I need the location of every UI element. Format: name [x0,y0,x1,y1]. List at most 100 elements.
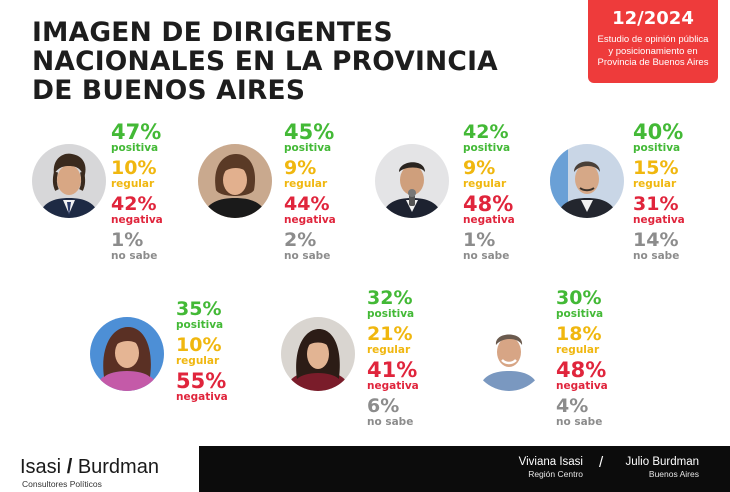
author-credit: Viviana Isasi Región Centro [501,455,583,480]
no-sabe-value: 6% [367,395,400,417]
regular-label: regular [111,178,155,190]
stat-regular: 21% regular [367,324,477,356]
politician-portrait [32,144,106,218]
stat-regular: 9% regular [463,158,573,190]
author-credit: Julio Burdman Buenos Aires [611,455,699,480]
regular-label: regular [367,344,411,356]
positiva-value: 42% [463,121,509,143]
stat-regular: 10% regular [111,158,221,190]
regular-value: 9% [284,157,317,179]
positiva-label: positiva [463,142,511,154]
title-line: NACIONALES EN LA PROVINCIA [32,46,498,77]
negativa-value: 48% [463,192,514,216]
negativa-value: 42% [111,193,157,215]
negativa-label: negativa [633,214,685,226]
positiva-label: positiva [633,142,681,154]
author-region: Región Centro [528,469,583,479]
logo-name-right: Burdman [77,456,159,478]
stat-no-sabe: 4% no sabe [556,396,666,428]
page-title: IMAGEN DE DIRIGENTES NACIONALES EN LA PR… [32,18,572,105]
politician-stats: 40% positiva 15% regular 31% negativa 14% no… [633,122,730,266]
politician-portrait [90,317,164,391]
no-sabe-value: 14% [633,229,679,251]
negativa-value: 44% [284,193,330,215]
stat-positiva: 32% positiva [367,288,477,320]
stat-regular: 15% regular [633,158,730,190]
regular-value: 9% [463,157,496,179]
negativa-value: 55% [176,369,227,393]
stat-negativa: 48% negativa [556,358,666,393]
no-sabe-value: 1% [111,229,144,251]
stat-no-sabe: 2% no sabe [284,230,394,262]
logo-wordmark: Isasi / Burdman [20,456,159,478]
stat-no-sabe: 1% no sabe [463,230,573,262]
stat-negativa: 41% negativa [367,358,477,393]
politician-stats: 42% positiva 9% regular 48% negativa 1% no s… [463,122,573,266]
negativa-label: negativa [367,380,419,392]
stat-no-sabe: 1% no sabe [111,230,221,262]
stat-no-sabe: 6% no sabe [367,396,477,428]
stat-positiva: 47% positiva [111,120,221,155]
regular-value: 15% [633,157,679,179]
no-sabe-label: no sabe [111,250,158,262]
regular-label: regular [633,178,677,190]
negativa-label: negativa [111,214,163,226]
regular-value: 10% [176,334,222,356]
title-line: DE BUENOS AIRES [32,75,306,106]
footer: Isasi / Burdman Consultores Políticos Vi… [0,446,730,492]
politician-stats: 32% positiva 21% regular 41% negativa 6% no … [367,288,477,432]
study-description-line: Provincia de Buenos Aires [597,57,709,68]
author-region: Buenos Aires [648,469,699,479]
study-description-line: y posicionamiento en [608,45,698,57]
title-line: IMAGEN DE DIRIGENTES [32,17,393,48]
positiva-label: positiva [284,142,332,154]
negativa-label: negativa [556,380,608,392]
politician-portrait [281,317,355,391]
politician-portrait [198,144,272,218]
negativa-value: 48% [556,358,607,382]
regular-label: regular [176,355,220,367]
stat-negativa: 42% negativa [111,194,221,226]
positiva-label: positiva [556,308,604,320]
stat-negativa: 44% negativa [284,194,394,226]
positiva-value: 47% [111,120,162,144]
portrait-image [90,317,164,391]
politician-stats: 35% positiva 10% regular 55% negativa [176,299,286,407]
no-sabe-label: no sabe [556,416,603,428]
negativa-label: negativa [176,391,228,403]
stat-regular: 10% regular [176,335,286,367]
no-sabe-value: 1% [463,229,496,251]
stat-positiva: 45% positiva [284,122,394,155]
stat-no-sabe: 14% no sabe [633,230,730,262]
footer-author-bar: Viviana Isasi Región Centro / Julio Burd… [199,446,730,492]
positiva-label: positiva [111,142,159,154]
no-sabe-label: no sabe [284,250,331,262]
regular-value: 21% [367,323,413,345]
regular-label: regular [463,178,507,190]
logo-slash: / [66,456,73,478]
no-sabe-value: 4% [556,395,589,417]
stat-negativa: 31% negativa [633,194,730,226]
portrait-image [198,144,272,218]
positiva-label: positiva [176,319,224,331]
consultancy-logo: Isasi / Burdman Consultores Políticos [0,446,199,492]
negativa-label: negativa [463,214,515,226]
portrait-image [375,144,449,218]
no-sabe-label: no sabe [367,416,414,428]
no-sabe-label: no sabe [463,250,510,262]
author-name: Viviana Isasi [518,456,583,468]
portrait-image [550,144,624,218]
stat-regular: 18% regular [556,324,666,356]
politician-stats: 47% positiva 10% regular 42% negativa 1% no … [111,122,221,266]
no-sabe-label: no sabe [633,250,680,262]
politician-portrait [472,317,546,391]
negativa-value: 41% [367,358,418,382]
positiva-value: 30% [556,287,602,309]
politician-portrait [550,144,624,218]
stat-positiva: 35% positiva [176,299,286,331]
politician-stats: 30% positiva 18% regular 48% negativa 4% no … [556,288,666,432]
positiva-value: 32% [367,287,413,309]
logo-name-left: Isasi [20,456,62,478]
positiva-value: 40% [633,120,684,144]
regular-value: 18% [556,323,602,345]
